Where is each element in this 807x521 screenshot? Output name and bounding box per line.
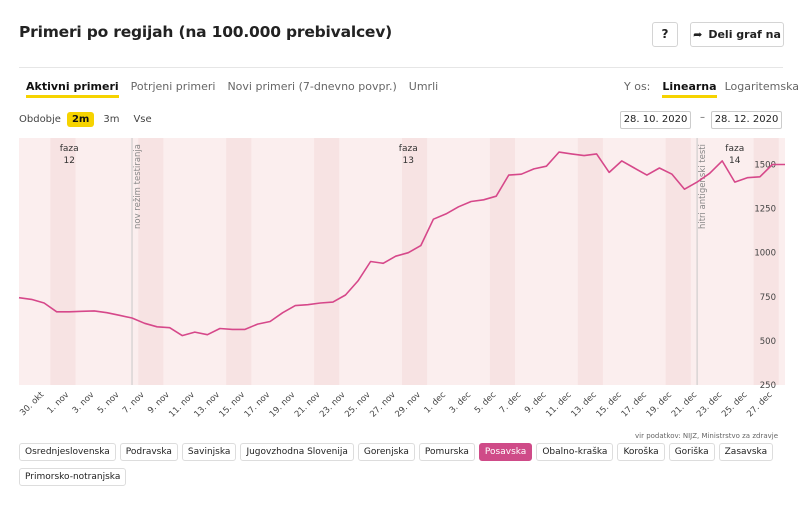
- x-tick-label: 7. nov: [121, 390, 147, 416]
- x-tick-label: 29. nov: [393, 390, 423, 420]
- weekend-band: [402, 138, 428, 385]
- x-tick-label: 19. nov: [268, 390, 298, 420]
- x-tick-label: 21. nov: [293, 390, 323, 420]
- region-button[interactable]: Gorenjska: [357, 443, 415, 461]
- region-button[interactable]: Podravska: [119, 443, 178, 461]
- x-tick-label: 30. okt: [18, 390, 47, 419]
- phase-label: faza: [725, 144, 744, 154]
- help-button[interactable]: ?: [652, 22, 678, 47]
- region-button[interactable]: Primorsko-notranjska: [19, 468, 127, 486]
- tab-deaths[interactable]: Umrli: [408, 80, 439, 93]
- x-tick-label: 17. dec: [620, 390, 650, 420]
- phase-number: 12: [64, 156, 75, 166]
- date-to-input[interactable]: 28. 12. 2020: [711, 111, 782, 129]
- series-line: [18, 151, 785, 337]
- y-tick-label: 1000: [754, 249, 776, 259]
- x-tick-label: 15. nov: [218, 390, 248, 420]
- period-selector: Obdobje 2m 3m Vse: [19, 112, 161, 127]
- phase-number: 13: [403, 156, 414, 166]
- x-tick-label: 13. dec: [569, 390, 599, 420]
- date-from-input[interactable]: 28. 10. 2020: [620, 111, 691, 129]
- x-tick-label: 25. nov: [343, 390, 373, 420]
- x-tick-label: 17. nov: [243, 390, 273, 420]
- metric-tabs: Aktivni primeri Potrjeni primeri Novi pr…: [26, 80, 450, 98]
- x-tick-label: 19. dec: [645, 390, 675, 420]
- x-tick-label: 23. nov: [318, 390, 348, 420]
- y-tick-label: 500: [760, 337, 776, 347]
- x-tick-label: 3. dec: [448, 390, 474, 416]
- x-tick-label: 25. dec: [720, 390, 750, 420]
- active-cases-line-chart: nov režim testiranja hitri antigenski tes…: [18, 138, 785, 420]
- period-2m-button[interactable]: 2m: [66, 112, 95, 127]
- x-tick-label: 3. nov: [71, 390, 97, 416]
- weekend-band: [577, 138, 603, 385]
- x-tick-label: 15. dec: [595, 390, 625, 420]
- weekend-band: [665, 138, 691, 385]
- x-tick-label: 5. nov: [96, 390, 122, 416]
- share-label: Deli graf na: [708, 28, 781, 41]
- region-selector: Osrednjeslovenska Podravska Savinjska Jugov…: [19, 443, 794, 493]
- region-button[interactable]: Zasavska: [718, 443, 774, 461]
- weekend-band: [489, 138, 516, 385]
- weekend-band: [50, 138, 76, 385]
- scale-log-option[interactable]: Logaritemska: [724, 80, 799, 93]
- x-tick-label: 5. dec: [473, 390, 499, 416]
- policy-marker-label: nov režim testiranja: [133, 144, 143, 229]
- period-3m-button[interactable]: 3m: [103, 114, 120, 125]
- x-tick-label: 23. dec: [695, 390, 725, 420]
- y-axis-scale-control: Y os: Linearna Logaritemska: [624, 80, 807, 98]
- x-tick-label: 27. nov: [368, 390, 398, 420]
- phase-label: faza: [399, 144, 418, 154]
- x-tick-label: 13. nov: [192, 390, 222, 420]
- x-tick-label: 11. nov: [167, 390, 197, 420]
- region-button[interactable]: Savinjska: [181, 443, 237, 461]
- share-arrow-icon: ➦: [693, 28, 703, 41]
- y-tick-label: 1250: [754, 205, 776, 215]
- x-tick-label: 11. dec: [544, 390, 574, 420]
- region-button[interactable]: Obalno-kraška: [536, 443, 614, 461]
- weekend-band: [226, 138, 252, 385]
- y-axis-label: Y os:: [624, 80, 651, 93]
- period-label: Obdobje: [19, 114, 61, 125]
- share-button[interactable]: ➦ Deli graf na: [690, 22, 784, 47]
- region-button[interactable]: Pomurska: [418, 443, 475, 461]
- y-tick-label: 1500: [754, 160, 776, 170]
- tab-new-cases-7day[interactable]: Novi primeri (7-dnevno povpr.): [227, 80, 397, 93]
- policy-marker-label: hitri antigenski testi: [698, 144, 708, 229]
- x-tick-label: 27. dec: [745, 390, 775, 420]
- tab-active-cases[interactable]: Aktivni primeri: [26, 80, 119, 98]
- region-button[interactable]: Osrednjeslovenska: [19, 443, 116, 461]
- page-title: Primeri po regijah (na 100.000 prebivalc…: [19, 23, 393, 43]
- y-tick-label: 750: [760, 293, 776, 303]
- weekend-band: [314, 138, 340, 385]
- period-all-button[interactable]: Vse: [133, 114, 152, 125]
- x-tick-label: 1. nov: [46, 390, 72, 416]
- phase-label: faza: [60, 144, 79, 154]
- x-tick-label: 21. dec: [670, 390, 700, 420]
- region-button[interactable]: Posavska: [478, 443, 533, 461]
- weekend-band: [138, 138, 164, 385]
- region-button[interactable]: Jugovzhodna Slovenija: [240, 443, 354, 461]
- tab-confirmed-cases[interactable]: Potrjeni primeri: [130, 80, 216, 93]
- x-tick-label: 1. dec: [423, 390, 449, 416]
- phase-number: 14: [729, 156, 741, 166]
- date-separator: –: [700, 112, 705, 123]
- header-divider: [19, 67, 783, 68]
- weekend-band: [753, 138, 779, 385]
- x-tick-label: 7. dec: [498, 390, 524, 416]
- region-button[interactable]: Koroška: [617, 443, 665, 461]
- y-tick-label: 250: [760, 381, 776, 391]
- data-source-note: vir podatkov: NIJZ, Ministrstvo za zdrav…: [635, 432, 778, 440]
- scale-linear-option[interactable]: Linearna: [662, 80, 717, 98]
- region-button[interactable]: Goriška: [668, 443, 715, 461]
